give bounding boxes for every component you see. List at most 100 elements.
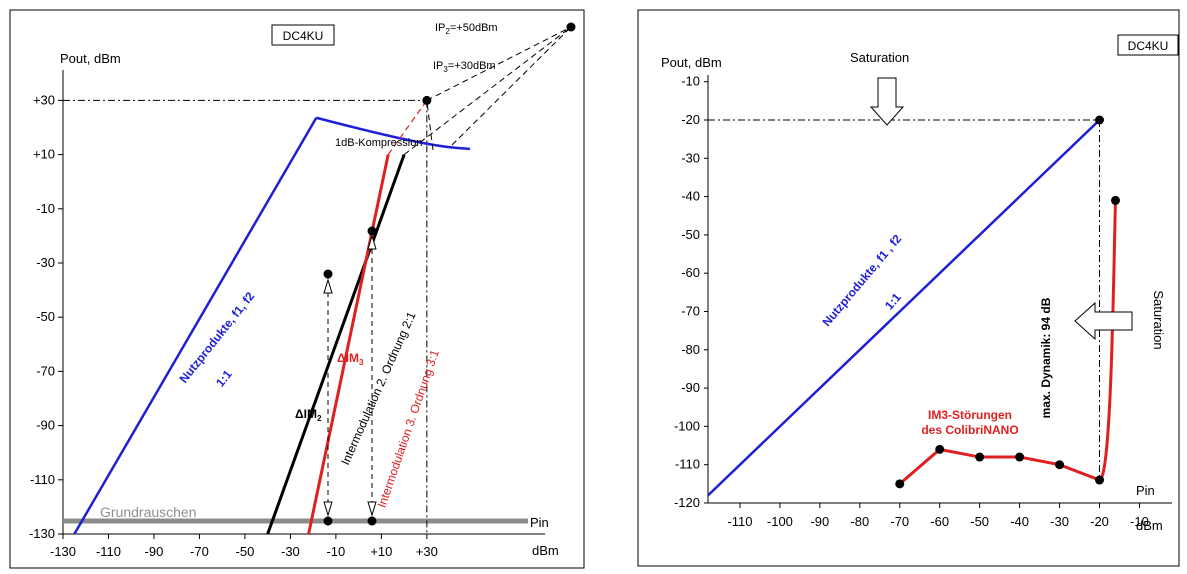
right-x-tick-label: -80: [850, 514, 869, 529]
noise-floor-label: Grundrauschen: [100, 504, 197, 520]
right-x-tick-label: -70: [890, 514, 909, 529]
im3-data-point: [935, 444, 945, 454]
left-x-unit: dBm: [532, 543, 559, 558]
left-y-tick-label: -30: [36, 255, 55, 270]
right-y-tick-label: -120: [674, 495, 700, 510]
left-plot-area: +30 +10 -10 -30 -50 -70 -90 -110 -130 -130 -110 -90…: [29, 22, 576, 559]
ip2-point: [566, 22, 576, 32]
compression-curve: [316, 116, 471, 151]
dynamic-label: max. Dynamik: 94 dB: [1039, 297, 1053, 418]
right-x-tick-label: -90: [810, 514, 829, 529]
saturation-top-label: Saturation: [850, 50, 909, 65]
ip3-ip2-link: [426, 26, 572, 101]
right-chart: DC4KU Pout, dBm Pin dBm -10-20-30-40-50-…: [637, 9, 1180, 567]
ip2-label: IP2=+50dBm: [435, 22, 498, 36]
left-x-axis-label: Pin: [530, 515, 549, 530]
useful-extrapolation-ip2: [451, 26, 572, 146]
right-x-tick-label: -60: [930, 514, 949, 529]
im3-data-point: [895, 479, 905, 489]
left-useful-ratio: 1:1: [213, 367, 235, 390]
left-x-tick-label: -130: [50, 544, 76, 559]
saturation-point: [1095, 115, 1105, 125]
right-x-tick-label: -40: [1010, 514, 1029, 529]
data-point: [323, 516, 333, 526]
left-y-tick-label: +30: [33, 92, 55, 107]
left-x-tick-label: +30: [416, 544, 438, 559]
left-y-tick-label: -10: [36, 201, 55, 216]
right-x-tick-label: -50: [970, 514, 989, 529]
right-y-tick-label: -80: [681, 342, 700, 357]
right-y-tick-label: -70: [681, 304, 700, 319]
delta-im2-arrow-down: [323, 501, 333, 517]
left-y-axis-label: Pout, dBm: [60, 51, 121, 66]
right-x-tick-label: -110: [727, 514, 752, 529]
right-y-axis-label: Pout, dBm: [661, 55, 722, 70]
left-callsign-box: DC4KU: [271, 24, 335, 46]
left-y-tick-label: -70: [36, 363, 55, 378]
saturation-right-label: Saturation: [1151, 290, 1166, 349]
im3-line: [307, 154, 390, 535]
useful-extrapolation-ip3: [426, 100, 434, 151]
right-y-tick-label: -60: [681, 265, 700, 280]
right-x-tick-label: -100: [767, 514, 793, 529]
left-chart-panel: DC4KU Pout, dBm Pin dBm +30 +10 -10 -30 -50 -…: [0, 0, 592, 574]
data-point: [367, 226, 377, 236]
data-point: [323, 269, 333, 279]
right-y-tick-label: -110: [675, 457, 700, 472]
right-y-tick-label: -10: [681, 74, 700, 89]
im3-disturbance-label-1: IM3-Störungen: [928, 408, 1012, 422]
compression-label: 1dB-Kompression: [335, 137, 422, 149]
delta-im3-label: ΔIM3: [337, 351, 364, 367]
left-y-tick-label: -110: [30, 472, 55, 487]
right-callsign: DC4KU: [1128, 39, 1169, 53]
right-x-tick-label: -30: [1050, 514, 1069, 529]
delta-im2-label: ΔIM2: [295, 407, 322, 423]
delta-im2-arrow-up: [323, 278, 333, 294]
right-plot-area: -10 -20 -30 -40 -50 -60 -70 -80 -90 -100 -110 -120 -…: [674, 74, 1172, 529]
right-y-tick-label: -40: [681, 189, 700, 204]
right-y-tick-label: -90: [681, 380, 700, 395]
ip3-point: [422, 95, 432, 105]
right-y-tick-label: -30: [681, 150, 700, 165]
right-x-unit: dBm: [1136, 518, 1163, 533]
left-x-tick-label: -90: [145, 544, 164, 559]
ip3-label: IP3=+30dBm: [433, 60, 496, 74]
im3-data-point: [1015, 452, 1025, 462]
left-chart-frame: [9, 9, 585, 569]
im2-line: [266, 154, 406, 535]
right-x-tick-label: -10: [1130, 514, 1149, 529]
left-callsign: DC4KU: [283, 29, 324, 43]
right-chart-panel: DC4KU Pout, dBm Pin dBm -10 -20 -30 -40 -50-…: [632, 0, 1187, 574]
right-y-tick-label: -20: [681, 112, 700, 127]
im3-data-point: [1095, 475, 1105, 485]
left-y-tick-label: -50: [36, 309, 55, 324]
im3-data-point: [975, 452, 985, 462]
data-point: [367, 516, 377, 526]
im3-data-point: [1110, 195, 1120, 205]
right-chart-frame: [637, 9, 1180, 567]
saturation-arrow-down: [869, 77, 905, 126]
left-x-tick-label: -30: [281, 544, 300, 559]
im3-data-point: [1055, 460, 1065, 470]
right-useful-line: [707, 119, 1101, 497]
left-y-tick-label: +10: [33, 147, 55, 162]
left-y-tick-label: -130: [29, 526, 55, 541]
saturation-arrow-left: [1074, 301, 1133, 341]
left-x-tick-label: -70: [190, 544, 209, 559]
left-x-tick-label: -110: [96, 544, 121, 559]
left-chart: DC4KU Pout, dBm Pin dBm +30 +10 -10 -30 -50 -…: [9, 9, 585, 569]
right-useful-label: Nutzprodukte, f1 , f2: [820, 232, 905, 330]
right-x-axis-label: Pin: [1136, 483, 1155, 498]
right-x-tick-label: -20: [1090, 514, 1109, 529]
delta-im3-arrow-up: [367, 234, 377, 250]
right-y-tick-label: -100: [674, 418, 700, 433]
delta-im3-arrow-down: [367, 501, 377, 517]
im3-extrapolation: [387, 100, 428, 155]
im3-disturbance-label-2: des ColibriNANO: [921, 423, 1018, 437]
im3-disturbance-line: [898, 200, 1117, 485]
right-callsign-box: DC4KU: [1117, 34, 1179, 56]
right-y-tick-label: -50: [681, 227, 700, 242]
left-x-tick-label: -50: [236, 544, 255, 559]
left-useful-line: [73, 117, 318, 535]
im2-extrapolation: [403, 26, 572, 155]
